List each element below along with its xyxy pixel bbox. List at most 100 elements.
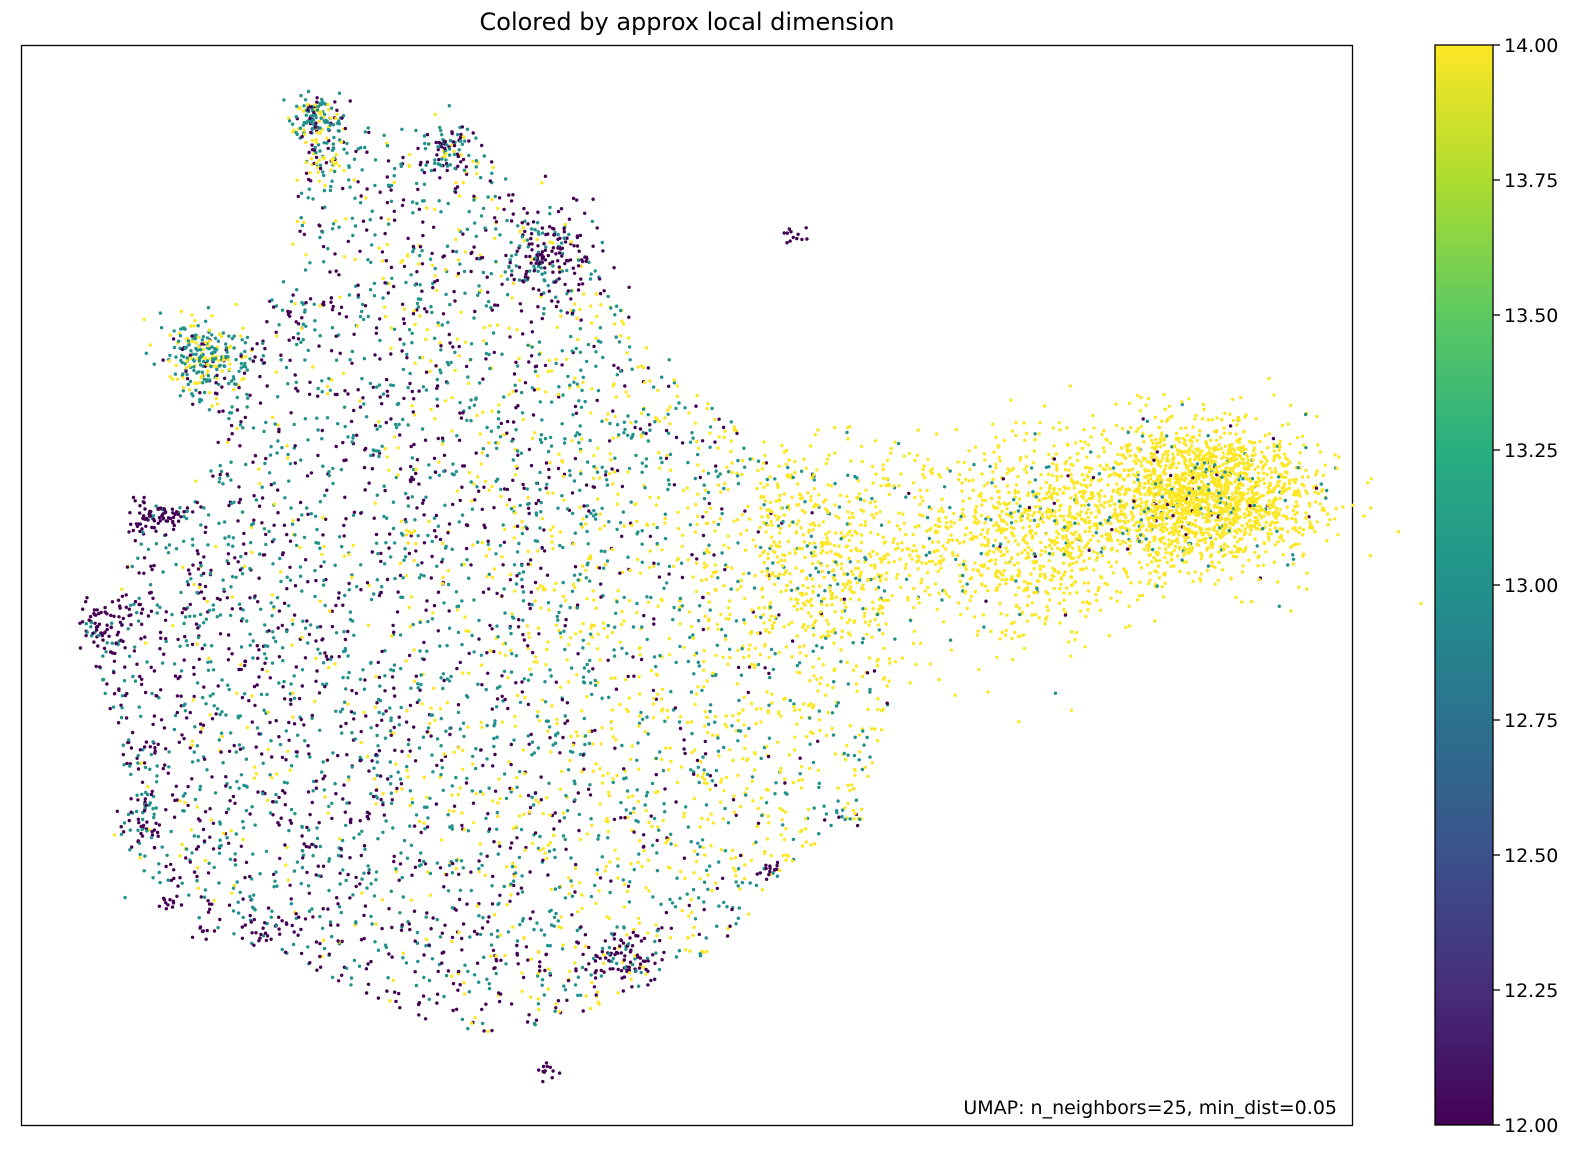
scatter-point [593, 269, 597, 273]
scatter-point [478, 842, 482, 846]
scatter-point [394, 789, 399, 793]
scatter-point [347, 178, 351, 182]
scatter-point [308, 380, 312, 384]
scatter-point [495, 624, 499, 628]
scatter-point [225, 596, 229, 600]
scatter-point [150, 691, 154, 696]
scatter-point [321, 938, 326, 942]
scatter-point [196, 834, 200, 839]
scatter-point [298, 545, 302, 550]
scatter-point [678, 622, 682, 626]
scatter-point [268, 720, 272, 725]
scatter-point [190, 642, 195, 647]
scatter-point [860, 674, 865, 679]
scatter-point [470, 507, 475, 511]
scatter-point [576, 910, 580, 914]
scatter-point [231, 536, 235, 540]
scatter-point [205, 768, 209, 772]
scatter-point [722, 745, 726, 750]
scatter-point [552, 924, 556, 928]
scatter-point [285, 781, 289, 785]
scatter-point [280, 623, 284, 628]
scatter-point [543, 363, 548, 368]
scatter-point [195, 642, 199, 646]
scatter-point [635, 601, 639, 606]
scatter-point [364, 714, 368, 718]
scatter-point [650, 824, 654, 829]
scatter-point [196, 567, 201, 571]
scatter-point [252, 893, 256, 897]
scatter-point [563, 714, 567, 718]
scatter-point [711, 821, 716, 825]
scatter-point [154, 542, 159, 546]
scatter-points [78, 89, 1423, 1084]
scatter-point [422, 182, 427, 186]
scatter-point [845, 582, 849, 586]
scatter-point [397, 878, 401, 882]
scatter-point [493, 303, 497, 307]
scatter-point [526, 245, 530, 249]
scatter-point [164, 747, 168, 751]
scatter-point [188, 746, 192, 750]
scatter-point [245, 405, 249, 409]
scatter-point [327, 139, 331, 143]
scatter-point [377, 383, 382, 387]
scatter-point [252, 765, 257, 769]
scatter-point [534, 364, 539, 368]
scatter-point [388, 532, 392, 536]
scatter-point [456, 988, 460, 992]
scatter-point [722, 584, 726, 588]
scatter-point [412, 909, 417, 913]
scatter-point [577, 828, 581, 833]
scatter-point [478, 789, 483, 794]
scatter-point [476, 682, 480, 686]
scatter-point [570, 884, 574, 888]
scatter-point [389, 555, 393, 559]
scatter-point [749, 701, 754, 706]
scatter-point [398, 1006, 402, 1010]
scatter-point [319, 564, 323, 569]
scatter-point [410, 495, 414, 499]
scatter-point [725, 934, 730, 938]
scatter-point [613, 676, 617, 680]
scatter-point [151, 794, 156, 799]
scatter-point [450, 871, 455, 875]
scatter-point [447, 626, 452, 630]
scatter-point [671, 617, 675, 622]
scatter-point [612, 817, 617, 822]
scatter-point [616, 857, 620, 861]
scatter-point [514, 389, 518, 393]
scatter-point [463, 615, 467, 619]
scatter-point [784, 462, 788, 466]
scatter-point [605, 559, 610, 563]
scatter-point [333, 219, 338, 223]
scatter-point [458, 400, 462, 405]
scatter-point [229, 731, 233, 735]
scatter-point [408, 749, 412, 753]
scatter-point [584, 568, 588, 573]
scatter-point [406, 385, 410, 390]
scatter-point [198, 612, 203, 617]
scatter-point [122, 763, 126, 767]
scatter-point [302, 220, 306, 225]
scatter-point [845, 743, 849, 748]
scatter-point [248, 596, 252, 600]
scatter-point [198, 561, 203, 565]
scatter-point [747, 912, 751, 916]
scatter-point [605, 483, 610, 487]
scatter-point [389, 352, 393, 356]
scatter-point [767, 671, 771, 676]
scatter-point [481, 377, 485, 381]
scatter-point [518, 769, 522, 774]
scatter-point [334, 709, 338, 713]
scatter-point [422, 541, 427, 545]
scatter-point [483, 873, 487, 878]
scatter-point [339, 724, 343, 729]
scatter-point [450, 396, 454, 400]
scatter-point [633, 957, 637, 961]
scatter-point [404, 720, 409, 724]
scatter-point [751, 538, 755, 542]
scatter-point [700, 439, 705, 443]
scatter-point [523, 381, 528, 385]
scatter-point [301, 619, 305, 623]
